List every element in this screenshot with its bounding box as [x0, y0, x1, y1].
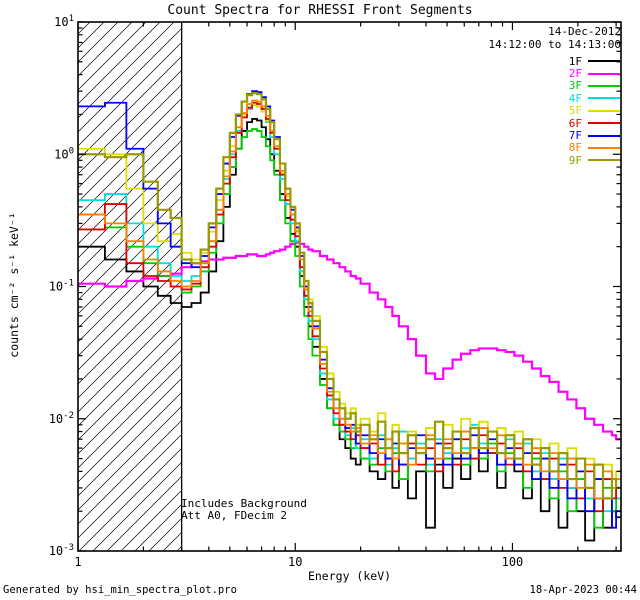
legend-item-1F: 1F — [568, 54, 620, 68]
series-2F — [78, 241, 621, 441]
legend-line-swatch — [588, 97, 620, 100]
legend-item-4F: 4F — [568, 91, 620, 105]
legend-item-7F: 7F — [568, 129, 620, 143]
footer-generator-text: Generated by hsi_min_spectra_plot.pro — [3, 584, 237, 596]
legend-label: 8F — [568, 141, 582, 155]
annotation-includes-background: Includes Background — [181, 497, 307, 510]
y-tick-label: 10-1 — [49, 279, 74, 294]
legend-item-3F: 3F — [568, 79, 620, 93]
legend-item-6F: 6F — [568, 116, 620, 130]
hatched-low-energy-region — [78, 22, 182, 551]
legend-line-swatch — [588, 146, 620, 149]
y-tick-label: 10-2 — [49, 411, 74, 426]
legend-item-5F: 5F — [568, 104, 620, 118]
x-tick-label: 1 — [74, 555, 81, 569]
y-tick-label: 100 — [54, 146, 74, 161]
legend-label: 3F — [568, 79, 582, 93]
x-tick-label: 10 — [288, 555, 302, 569]
legend-label: 1F — [568, 54, 582, 68]
legend-label: 2F — [568, 67, 582, 81]
legend-line-swatch — [588, 134, 620, 137]
legend-item-8F: 8F — [568, 141, 620, 155]
annotation-attenuator-state: Att A0, FDecim 2 — [181, 509, 287, 522]
observation-time-interval: 14:12:00 to 14:13:00 — [488, 38, 621, 51]
x-axis-label: Energy (keV) — [307, 569, 392, 583]
legend-line-swatch — [588, 122, 620, 125]
series-8F — [78, 99, 621, 500]
legend-label: 9F — [568, 153, 582, 167]
detector-legend: 1F 2F 3F 4F 5F 6F 7F 8F 9F — [569, 55, 620, 167]
footer-timestamp: 18-Apr-2023 00:44 — [529, 584, 637, 596]
legend-label: 4F — [568, 91, 582, 105]
legend-line-swatch — [588, 109, 620, 112]
legend-label: 6F — [568, 116, 582, 130]
legend-item-2F: 2F — [568, 67, 620, 81]
y-axis-label: counts cm⁻² s⁻¹ keV⁻¹ — [7, 212, 21, 358]
y-tick-label: 10-3 — [49, 543, 74, 558]
legend-line-swatch — [588, 84, 620, 87]
series-9F — [78, 92, 621, 500]
legend-line-swatch — [588, 72, 620, 75]
legend-line-swatch — [588, 60, 620, 63]
series-1F — [78, 118, 621, 542]
legend-label: 7F — [568, 129, 582, 143]
plot-title: Count Spectra for RHESSI Front Segments — [167, 3, 473, 18]
legend-line-swatch — [588, 159, 620, 162]
observation-date: 14-Dec-2012 — [548, 25, 621, 38]
legend-item-9F: 9F — [568, 153, 620, 167]
y-tick-label: 101 — [54, 14, 74, 29]
x-tick-label: 100 — [502, 555, 524, 569]
legend-label: 5F — [568, 104, 582, 118]
